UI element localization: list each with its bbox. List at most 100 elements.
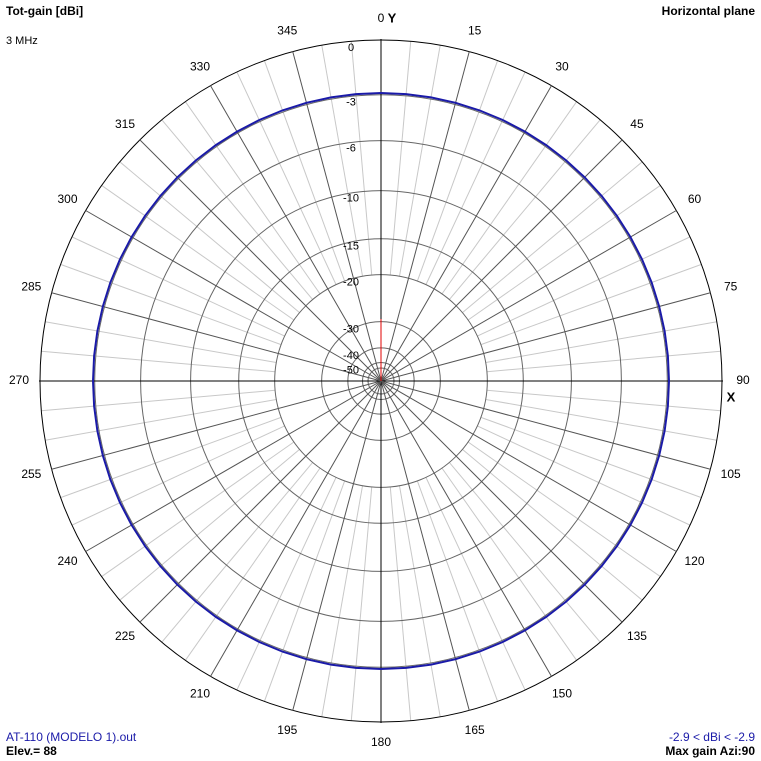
angle-grid-line (139, 380, 382, 623)
angle-grid-line (210, 85, 382, 382)
angle-grid-line (292, 51, 382, 382)
minor-spoke (185, 467, 321, 661)
minor-spoke (485, 321, 717, 364)
minor-spoke (462, 161, 643, 314)
minor-spoke (425, 71, 526, 285)
angle-tick-label: 270 (9, 373, 29, 387)
minor-spoke (71, 236, 285, 337)
minor-spoke (161, 119, 314, 300)
angle-tick-label: 210 (190, 687, 210, 701)
grid (39, 39, 723, 723)
minor-spoke (486, 389, 721, 412)
angle-grid-line (380, 292, 711, 382)
minor-spoke (41, 389, 276, 412)
minor-spoke (101, 185, 295, 321)
angle-tick-label: 315 (115, 117, 135, 131)
minor-spoke (41, 350, 276, 373)
angle-grid-line (292, 380, 382, 711)
r-tick-label: -15 (343, 241, 359, 253)
angle-grid-line (210, 380, 382, 677)
angle-tick-label: 165 (465, 723, 485, 737)
angle-tick-label: 30 (555, 60, 569, 74)
angle-grid-line (380, 380, 552, 677)
minor-spoke (480, 263, 702, 346)
minor-spoke (448, 462, 601, 643)
minor-spoke (45, 398, 277, 441)
minor-spoke (236, 71, 337, 285)
minor-spoke (389, 41, 412, 276)
minor-spoke (480, 416, 702, 499)
angle-tick-label: 255 (21, 467, 41, 481)
angle-tick-label: 180 (371, 735, 391, 749)
r-tick-label: -50 (343, 364, 359, 376)
max-gain: Max gain Azi:90 (665, 744, 755, 758)
minor-spoke (350, 486, 373, 721)
r-tick-label: -30 (343, 324, 359, 336)
minor-spoke (161, 462, 314, 643)
minor-spoke (101, 441, 295, 577)
minor-spoke (416, 480, 499, 702)
minor-spoke (448, 119, 601, 300)
angle-tick-label: 60 (688, 192, 702, 206)
angle-grid-line (380, 380, 711, 470)
r-tick-label: -40 (343, 350, 359, 362)
angle-tick-label: 90 (736, 373, 750, 387)
angle-grid-line (380, 51, 470, 382)
r-tick-label: -10 (343, 192, 359, 204)
gain-pattern (92, 92, 670, 670)
angle-grid-line (380, 85, 552, 382)
minor-spoke (119, 448, 300, 601)
minor-spoke (60, 416, 282, 499)
angle-grid-line (380, 380, 470, 711)
angle-tick-label: 120 (684, 554, 704, 568)
angle-tick-label: 15 (468, 24, 482, 38)
minor-spoke (416, 60, 499, 282)
angle-tick-label: 330 (190, 60, 210, 74)
minor-spoke (263, 60, 346, 282)
frequency: 3 MHz (6, 35, 38, 47)
angle-tick-label: 45 (630, 117, 644, 131)
angle-grid-line (380, 380, 623, 623)
minor-spoke (441, 101, 577, 295)
r-tick-label: -6 (346, 143, 356, 155)
minor-spoke (45, 321, 277, 364)
minor-spoke (425, 477, 526, 691)
minor-spoke (236, 477, 337, 691)
angle-tick-label: 105 (721, 467, 741, 481)
angle-tick-label: 225 (115, 629, 135, 643)
minor-spoke (477, 425, 691, 526)
minor-spoke (350, 41, 373, 276)
angle-grid-line (85, 380, 382, 552)
minor-spoke (398, 485, 441, 717)
minor-spoke (467, 185, 661, 321)
r-tick-label: -20 (343, 277, 359, 289)
angle-grid-line (380, 380, 677, 552)
angle-grid-line (380, 139, 623, 382)
minor-spoke (441, 467, 577, 661)
angle-tick-label: 150 (552, 687, 572, 701)
minor-spoke (486, 350, 721, 373)
minor-spoke (389, 486, 412, 721)
minor-spoke (485, 398, 717, 441)
r-tick-label: 0 (348, 42, 354, 54)
minor-spoke (60, 263, 282, 346)
angle-tick-label: 135 (627, 629, 647, 643)
angle-grid-line (51, 292, 382, 382)
angle-tick-label: 75 (724, 279, 738, 293)
angle-grid-line (139, 139, 382, 382)
angle-grid-line (380, 210, 677, 382)
file-name: AT-110 (MODELO 1).out (6, 730, 137, 744)
angle-tick-label: 285 (21, 279, 41, 293)
angle-tick-label: 300 (57, 192, 77, 206)
minor-spoke (477, 236, 691, 337)
minor-spoke (467, 441, 661, 577)
angle-tick-label: 0 (378, 11, 385, 25)
angle-tick-label: 345 (277, 24, 297, 38)
plane: Horizontal plane (662, 4, 756, 18)
x-axis-label: X (727, 389, 736, 404)
minor-spoke (185, 101, 321, 295)
minor-spoke (398, 45, 441, 277)
elevation: Elev.= 88 (6, 744, 57, 758)
chart-title: Tot-gain [dBi] (6, 4, 83, 18)
